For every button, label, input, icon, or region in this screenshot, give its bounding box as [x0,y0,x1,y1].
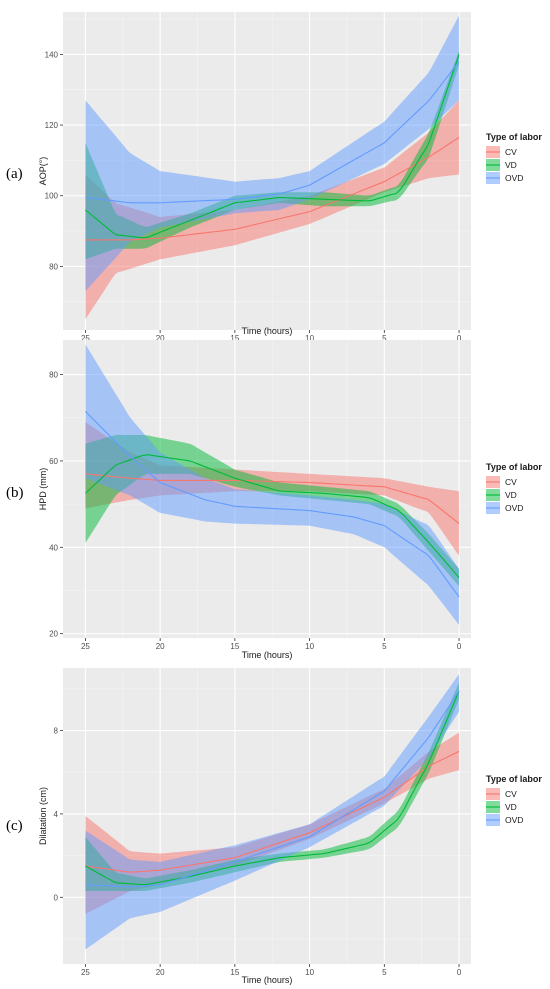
x-tick-label: 15 [230,334,239,343]
x-tick-label: 5 [382,968,387,977]
x-axis-title: Time (hours) [242,326,293,336]
legend-label-cv: CV [505,147,517,157]
legend-label-vd: VD [505,802,517,812]
series-line-cv [85,136,460,241]
x-tick-label: 5 [382,642,387,651]
y-tick-label: 80 [49,371,58,380]
x-tick-label: 10 [305,334,314,343]
x-tick-label: 20 [156,968,165,977]
series-line-ovd [85,690,460,888]
y-tick-label: 80 [49,262,58,271]
y-tick-label: 100 [45,192,59,201]
legend-label-vd: VD [505,490,517,500]
panel-2: 25 20 15 10 5 0 20 40 60 80 Time (hours) HPD (mm) (b… [6,340,542,660]
y-tick-label: 120 [45,121,59,130]
confidence-band-ovd [85,674,460,950]
panel-label: (a) [6,166,23,182]
legend-title: Type of labor [486,132,542,142]
y-axis-title: HPD (mm) [38,468,48,511]
legend-label-cv: CV [505,477,517,487]
series-line-vd [85,454,460,578]
x-axis-title: Time (hours) [242,975,293,985]
y-tick-label: 0 [54,893,59,902]
x-tick-label: 0 [457,642,462,651]
x-tick-label: 25 [81,334,90,343]
legend-label-ovd: OVD [505,815,523,825]
x-tick-label: 20 [156,642,165,651]
x-axis-title: Time (hours) [242,650,293,660]
legend-label-cv: CV [505,789,517,799]
x-tick-label: 5 [382,334,387,343]
panel-3: 25 20 15 10 5 0 0 4 8 Time (hours) Dilatation (cm)… [6,668,542,985]
x-tick-label: 25 [81,968,90,977]
x-tick-label: 20 [156,334,165,343]
legend: Type of labor CV VD OVD [486,462,542,514]
series-line-ovd [85,61,460,204]
panel-1: 25 20 15 10 5 0 80 100 120 140 Time (hours) AOP(°) (… [6,12,542,343]
series-line-vd [85,54,460,239]
y-tick-label: 8 [54,727,59,736]
y-tick-label: 40 [49,543,58,552]
legend: Type of labor CV VD OVD [486,774,542,826]
confidence-band-ovd [85,344,460,625]
panel-label: (b) [6,485,24,501]
y-tick-label: 140 [45,50,59,59]
x-tick-label: 0 [457,334,462,343]
legend-label-vd: VD [505,160,517,170]
series-line-cv [85,750,460,873]
legend-title: Type of labor [486,462,542,472]
x-tick-label: 10 [305,642,314,651]
x-tick-label: 0 [457,968,462,977]
confidence-band-vd [85,682,460,892]
legend-label-ovd: OVD [505,503,523,513]
y-tick-label: 20 [49,630,58,639]
y-axis-title: Dilatation (cm) [38,787,48,845]
legend-title: Type of labor [486,774,542,784]
legend: Type of labor CV VD OVD [486,132,542,184]
panel-label: (c) [6,818,23,834]
series-line-cv [85,473,460,525]
y-axis-title: AOP(°) [38,157,48,186]
series-line-ovd [85,410,460,598]
legend-label-ovd: OVD [505,173,523,183]
x-tick-label: 25 [81,642,90,651]
y-tick-label: 60 [49,457,58,466]
x-tick-label: 15 [230,642,239,651]
x-tick-label: 15 [230,968,239,977]
series-line-vd [85,690,460,886]
confidence-band-ovd [85,15,460,292]
y-tick-label: 4 [54,810,59,819]
x-tick-label: 10 [305,968,314,977]
